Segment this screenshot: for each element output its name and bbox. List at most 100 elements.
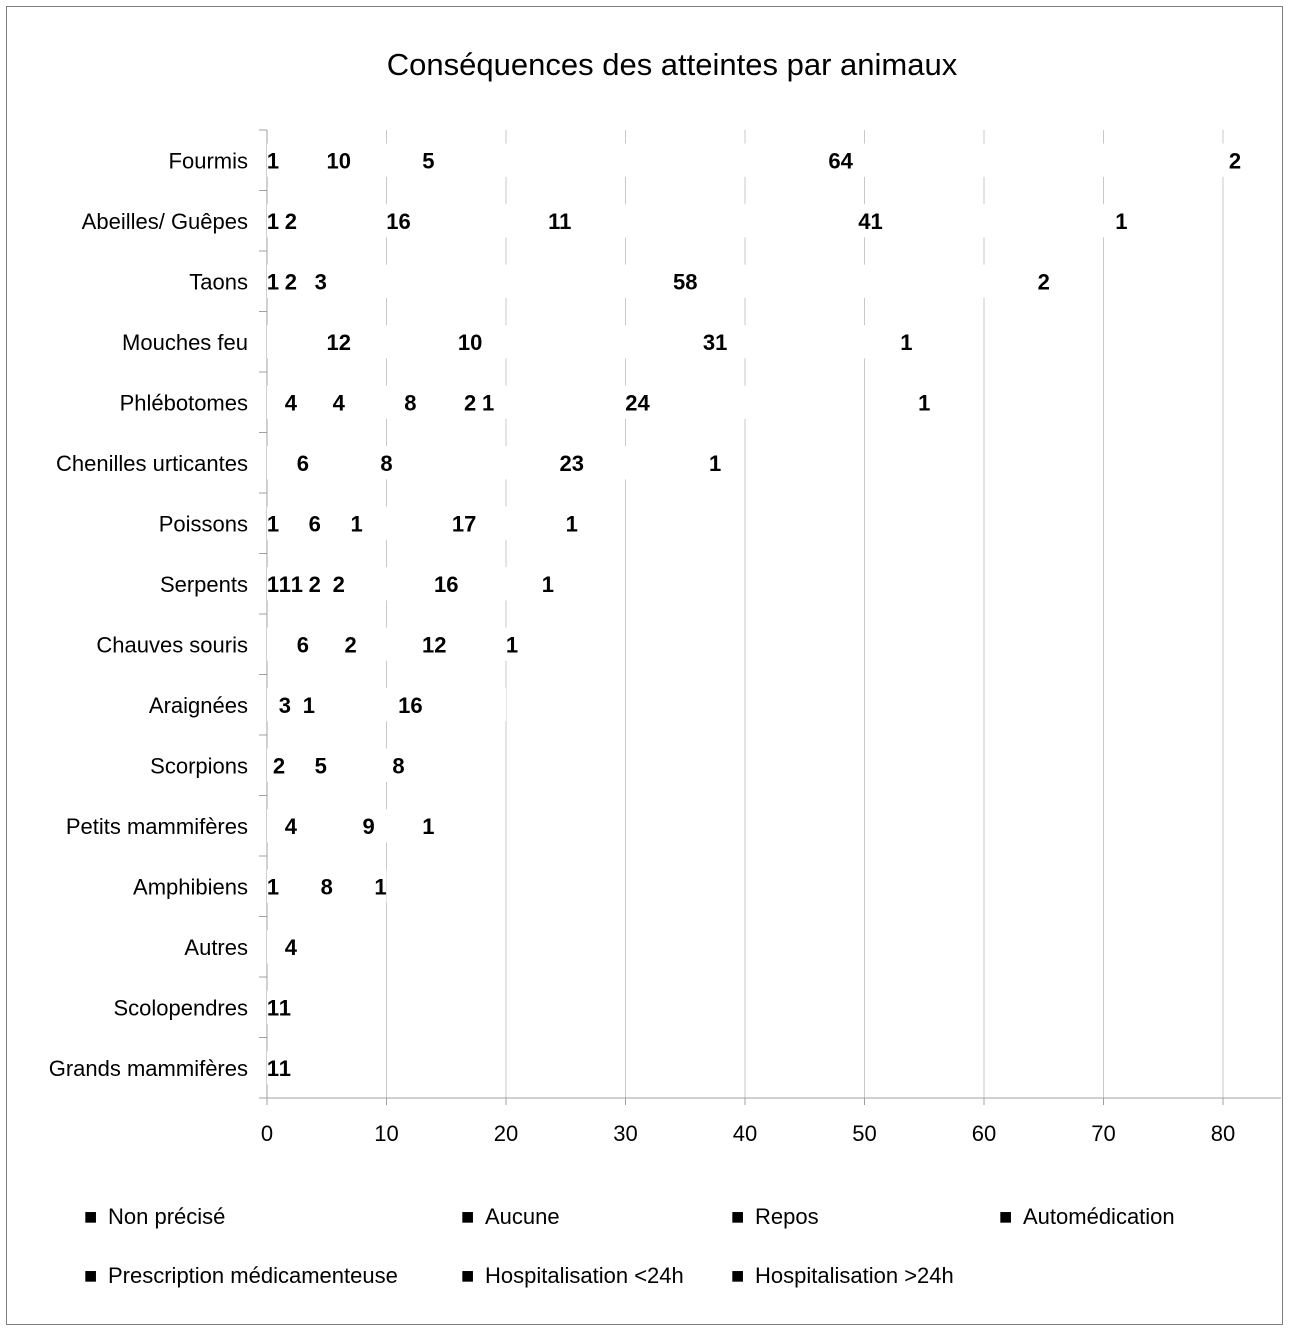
category-label-chenilles-urticantes: Chenilles urticantes: [56, 451, 248, 476]
legend-item-non-precise: ■ Non précisé: [84, 1204, 225, 1229]
bar-chauves-souris-hospitalisation-24h: [506, 627, 518, 661]
bar-fourmis-prescription-medicamenteuse: [458, 143, 1223, 177]
data-label-chenilles-urticantes-hospitalisation-24h: 1: [709, 451, 721, 476]
bar-serpents-automedication: [302, 567, 327, 601]
bar-grands-mammiferes-non-precise: [267, 1051, 279, 1085]
data-label-taons-aucune: 2: [285, 269, 297, 294]
data-label-araignees-repos: 1: [303, 693, 315, 718]
bar-poissons-aucune: [278, 506, 351, 540]
data-label-chenilles-urticantes-prescription-medicamenteuse: 23: [559, 451, 583, 476]
bar-abeilles-guepes-aucune: [278, 204, 303, 238]
data-label-amphibiens-non-precise: 1: [267, 874, 279, 899]
bar-amphibiens-non-precise: [267, 869, 279, 903]
category-label-grands-mammiferes: Grands mammifères: [49, 1056, 248, 1081]
data-label-petits-mammiferes-prescription-medicamenteuse: 1: [422, 814, 434, 839]
bar-scolopendres-non-precise: [267, 990, 279, 1024]
data-label-serpents-aucune: 1: [279, 572, 291, 597]
data-label-fourmis-non-precise: 1: [267, 148, 279, 173]
category-label-scorpions: Scorpions: [150, 753, 248, 778]
data-label-scorpions-aucune: 2: [273, 753, 285, 778]
data-label-serpents-hospitalisation-24h: 1: [542, 572, 554, 597]
x-tick-label-80: 80: [1211, 1121, 1235, 1146]
category-label-abeilles-guepes: Abeilles/ Guêpes: [82, 209, 248, 234]
data-label-phlebotomes-aucune: 4: [285, 390, 298, 415]
legend-item-hospitalisation-24h: ■ Hospitalisation >24h: [731, 1263, 954, 1288]
data-label-abeilles-guepes-automedication: 11: [548, 209, 571, 234]
data-label-serpents-non-precise: 1: [267, 572, 279, 597]
bar-abeilles-guepes-automedication: [494, 204, 626, 238]
bar-serpents-hospitalisation-24h: [541, 567, 554, 601]
bar-fourmis-hospitalisation-24h: [1223, 143, 1247, 177]
bar-autres-aucune: [267, 930, 315, 964]
bar-taons-non-precise: [267, 264, 279, 298]
data-label-phlebotomes-automedication: 8: [404, 390, 416, 415]
data-label-chauves-souris-repos: 2: [345, 632, 357, 657]
data-label-mouches-feu-hospitalisation-24h: 1: [900, 330, 912, 355]
bar-amphibiens-repos: [374, 869, 387, 903]
legend-label: Hospitalisation <24h: [485, 1263, 684, 1288]
data-label-autres-aucune: 4: [285, 935, 298, 960]
data-label-poissons-hospitalisation-24h: 1: [566, 511, 578, 536]
x-tick-label-0: 0: [261, 1121, 273, 1146]
bar-phlebotomes-automedication: [362, 385, 459, 419]
data-label-poissons-non-precise: 1: [267, 511, 279, 536]
data-label-serpents-prescription-medicamenteuse: 2: [333, 572, 345, 597]
bar-abeilles-guepes-non-precise: [267, 204, 279, 238]
bar-petits-mammiferes-aucune: [267, 809, 315, 843]
legend-marker: ■: [84, 1204, 97, 1229]
data-label-poissons-aucune: 6: [309, 511, 321, 536]
data-label-chauves-souris-prescription-medicamenteuse: 12: [422, 632, 446, 657]
bar-abeilles-guepes-hospitalisation-24h: [1115, 204, 1128, 238]
category-label-taons: Taons: [189, 269, 248, 294]
data-label-abeilles-guepes-aucune: 2: [285, 209, 297, 234]
data-label-phlebotomes-hospitalisation-24h: 24: [625, 390, 650, 415]
legend-marker: ■: [461, 1263, 474, 1288]
bar-scolopendres-aucune: [278, 990, 291, 1024]
bar-scorpions-aucune: [267, 748, 291, 782]
legend-marker: ■: [731, 1263, 744, 1288]
bar-fourmis-repos: [398, 143, 459, 177]
bar-chenilles-urticantes-hospitalisation-24h: [709, 446, 722, 480]
bar-araignees-prescription-medicamenteuse: [314, 688, 506, 722]
data-label-amphibiens-aucune: 8: [321, 874, 333, 899]
bar-abeilles-guepes-prescription-medicamenteuse: [625, 204, 1116, 238]
bar-fourmis-aucune: [278, 143, 399, 177]
chart-frame: [6, 6, 1283, 1325]
x-tick-label-40: 40: [733, 1121, 757, 1146]
data-label-chenilles-urticantes-repos: 8: [380, 451, 392, 476]
bars: [267, 143, 1247, 1085]
bar-araignees-aucune: [267, 688, 303, 722]
legend-item-repos: ■ Repos: [731, 1204, 819, 1229]
bar-poissons-non-precise: [267, 506, 279, 540]
category-label-scolopendres: Scolopendres: [113, 995, 248, 1020]
data-label-taons-repos: 3: [315, 269, 327, 294]
bar-serpents-non-precise: [267, 567, 279, 601]
data-label-araignees-prescription-medicamenteuse: 16: [398, 693, 422, 718]
data-label-taons-non-precise: 1: [267, 269, 279, 294]
data-label-scolopendres-aucune: 1: [279, 995, 291, 1020]
bar-chenilles-urticantes-prescription-medicamenteuse: [434, 446, 710, 480]
legend-label: Automédication: [1023, 1204, 1175, 1229]
legend-label: Hospitalisation >24h: [755, 1263, 954, 1288]
category-label-chauves-souris: Chauves souris: [96, 632, 248, 657]
data-label-taons-prescription-medicamenteuse: 58: [673, 269, 697, 294]
bar-amphibiens-aucune: [278, 869, 375, 903]
bar-grands-mammiferes-aucune: [278, 1051, 291, 1085]
bar-serpents-repos: [290, 567, 303, 601]
bar-fourmis-non-precise: [267, 143, 279, 177]
legend-item-hospitalisation-24h: ■ Hospitalisation <24h: [461, 1263, 684, 1288]
bar-serpents-prescription-medicamenteuse: [326, 567, 351, 601]
bar-chauves-souris-repos: [338, 627, 363, 661]
bar-chauves-souris-aucune: [267, 627, 339, 661]
bar-phlebotomes-hospitalisation-24h: [482, 385, 495, 419]
x-tick-label-50: 50: [852, 1121, 876, 1146]
bar-poissons-prescription-medicamenteuse: [362, 506, 566, 540]
bar-chauves-souris-prescription-medicamenteuse: [362, 627, 506, 661]
data-label-mouches-feu-repos: 12: [326, 330, 350, 355]
legend-marker: ■: [731, 1204, 744, 1229]
chart-title: Conséquences des atteintes par animaux: [387, 47, 958, 82]
data-label-serpents-automedication: 2: [309, 572, 321, 597]
category-label-amphibiens: Amphibiens: [133, 874, 248, 899]
bar-petits-mammiferes-repos: [314, 809, 423, 843]
